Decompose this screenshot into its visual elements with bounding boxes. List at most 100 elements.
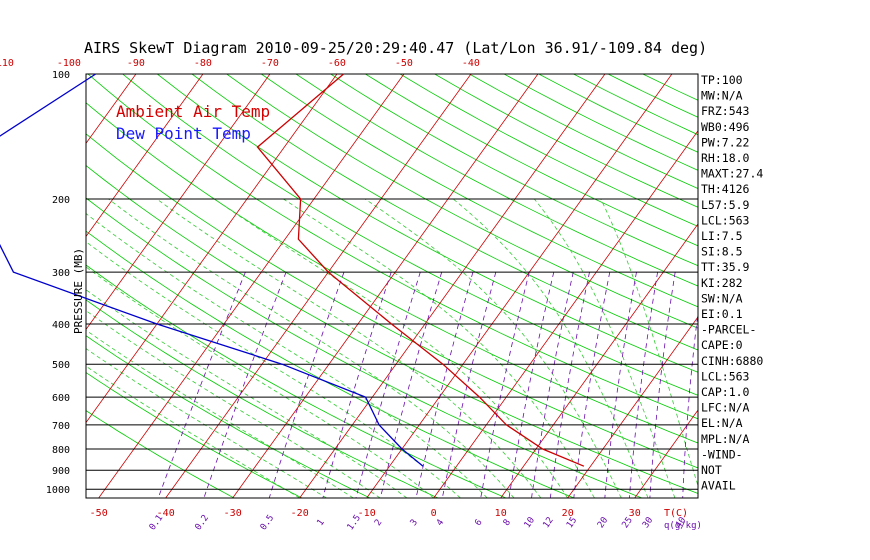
isotherm-line	[86, 74, 338, 424]
isotherms	[0, 74, 698, 498]
mixing-ratio-line	[508, 272, 555, 498]
dry-adiabat-line	[191, 74, 698, 351]
mixing-ratio-line	[531, 272, 574, 498]
mixing-ratio-label: 0.2	[194, 513, 212, 532]
dry-adiabat-line	[86, 410, 235, 498]
dry-adiabat-line	[157, 74, 698, 373]
stability-index-item: SI:8.5	[701, 245, 743, 259]
stability-index-item: TT:35.9	[701, 260, 750, 274]
stability-index-item: -WIND-	[701, 447, 743, 461]
moist-adiabat-line	[364, 198, 622, 498]
bottom-temp-tick-label: 10	[495, 508, 507, 519]
stability-index-item: WB0:496	[701, 120, 750, 134]
isotherm-line	[299, 74, 606, 498]
stability-index-item: NOT	[701, 463, 722, 477]
stability-index-item: TH:4126	[701, 182, 750, 196]
mixing-ratio-line	[480, 272, 530, 498]
isotherm-line	[86, 74, 271, 331]
moist-adiabat-line	[86, 348, 327, 498]
bottom-temp-tick-label: -10	[358, 508, 376, 519]
moist-adiabat-line	[86, 241, 461, 498]
mixing-ratio-label: 12	[541, 516, 555, 531]
mixing-ratio-line	[157, 271, 246, 498]
stability-index-item: LFC:N/A	[701, 401, 750, 415]
stability-index-item: TP:100	[701, 73, 743, 87]
bottom-temp-tick-label: -20	[291, 508, 309, 519]
dry-adiabat-line	[86, 372, 303, 498]
mixing-ratio-unit-label: q(g/kg)	[664, 521, 702, 531]
stability-index-item: L57:5.9	[701, 198, 750, 212]
mixing-ratio-label: 20	[596, 516, 610, 531]
isotherm-line	[232, 74, 539, 498]
isotherm-line	[0, 74, 69, 498]
moist-adiabat-line	[214, 198, 569, 498]
pressure-tick-label: 300	[52, 268, 70, 279]
moist-adiabat-line	[108, 198, 515, 498]
mixing-ratio-line	[649, 272, 676, 498]
dew-point-line	[0, 73, 424, 467]
mixing-ratio-lines	[157, 271, 698, 498]
pressure-tick-label: 200	[52, 195, 70, 206]
pressure-tick-label: 1000	[46, 485, 70, 496]
isotherm-line	[634, 409, 698, 498]
stability-index-item: MW:N/A	[701, 89, 743, 103]
mixing-ratio-label: 4	[435, 518, 446, 528]
dry-adiabat-line	[365, 74, 698, 247]
mixing-ratio-line	[573, 272, 611, 498]
isotherm-line	[366, 74, 673, 498]
mixing-ratio-line	[203, 271, 287, 498]
isotherm-line	[567, 316, 698, 498]
mixing-ratio-line	[549, 272, 590, 498]
top-temp-tick-label: -70	[261, 58, 279, 69]
moist-adiabat-line	[533, 198, 676, 498]
temp-unit-label: T(C)	[664, 508, 688, 519]
mixing-ratio-line	[441, 272, 497, 498]
bottom-temperature-ticks: -50 -40 -30 -20 -10 0 10 20 30	[90, 508, 641, 519]
bottom-temp-tick-label: 30	[629, 508, 641, 519]
plot-frame	[85, 73, 699, 499]
moist-adiabat-line	[156, 198, 542, 498]
dry-adiabat-line	[86, 230, 575, 498]
mixing-ratio-line	[415, 271, 474, 498]
pressure-tick-label: 500	[52, 360, 70, 371]
stability-index-item: LCL:563	[701, 213, 750, 227]
top-temp-tick-label: -40	[462, 58, 480, 69]
top-temp-tick-label: -100	[57, 58, 81, 69]
stability-index-item: LI:7.5	[701, 229, 743, 243]
bottom-temp-tick-label: 0	[431, 508, 437, 519]
dry-adiabat-line	[226, 74, 698, 329]
mixing-ratio-label: 1	[316, 518, 327, 528]
dry-adiabat-line	[86, 165, 698, 494]
legend-dew-point-temp: Dew Point Temp	[116, 124, 251, 143]
mixing-ratio-line	[355, 271, 421, 498]
dry-adiabat-line	[86, 102, 698, 444]
moist-adiabat-line	[86, 266, 434, 498]
pressure-tick-label: 900	[52, 466, 70, 477]
mixing-ratio-label: 0.5	[259, 513, 277, 532]
pressure-tick-label: 800	[52, 445, 70, 456]
isobars	[86, 198, 698, 490]
stability-index-item: -PARCEL-	[701, 323, 756, 337]
mixing-ratio-line	[380, 271, 443, 498]
isotherm-line	[0, 74, 2, 498]
isotherm-line	[433, 130, 698, 498]
mixing-ratio-line	[604, 272, 637, 498]
dry-adiabat-line	[122, 74, 698, 396]
pressure-ticks: 100 200 300 400 500 600 700 800 900 1000	[46, 70, 70, 496]
stability-index-item: LCL:563	[701, 369, 750, 383]
ambient-temp-line	[256, 73, 585, 467]
pressure-tick-label: 100	[52, 70, 70, 81]
stability-index-item: KI:282	[701, 276, 743, 290]
isotherm-line	[500, 223, 698, 498]
isotherm-line	[86, 74, 204, 238]
pressure-tick-label: 700	[52, 421, 70, 432]
moist-adiabat-line	[86, 310, 381, 498]
stability-index-item: EI:0.1	[701, 307, 743, 321]
y-axis-label: PRESSURE (MB)	[72, 248, 85, 334]
mixing-ratio-line	[682, 309, 698, 498]
stability-index-item: FRZ:543	[701, 104, 750, 118]
dry-adiabat-line	[86, 335, 371, 498]
dry-adiabat-line	[434, 74, 698, 208]
bottom-temp-tick-label: -50	[90, 508, 108, 519]
